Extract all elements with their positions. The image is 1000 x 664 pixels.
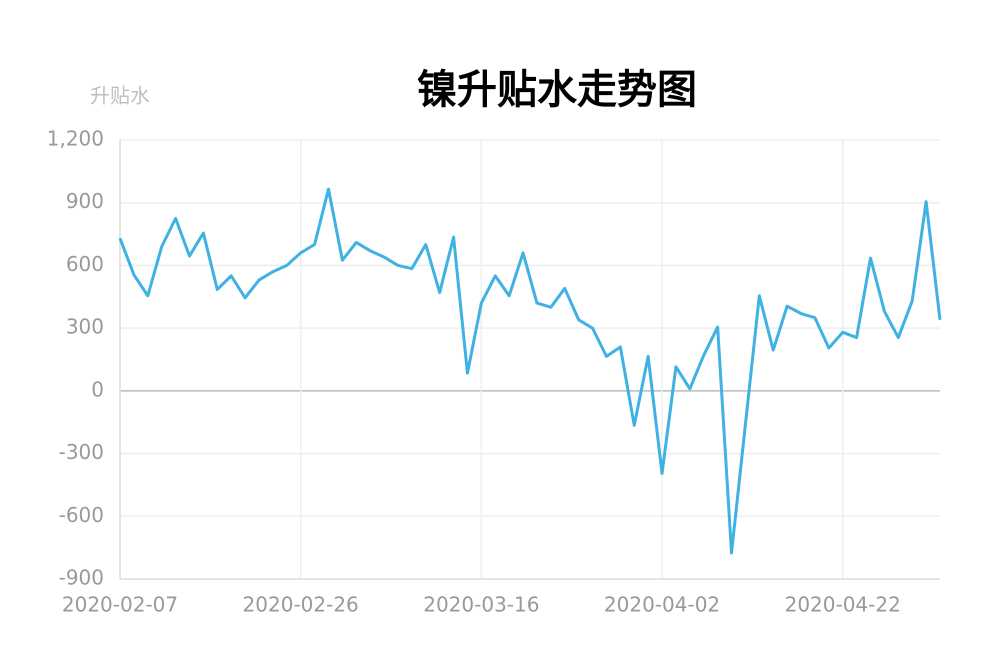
y-tick-label: 0 [91, 377, 104, 401]
y-tick-label: -300 [59, 440, 104, 464]
y-tick-label: 900 [66, 189, 104, 213]
chart-title: 镍升贴水走势图 [417, 67, 697, 113]
y-axis-label: 升贴水 [90, 84, 150, 108]
x-tick-label: 2020-04-22 [785, 593, 901, 617]
x-tick-label: 2020-02-07 [62, 593, 178, 617]
x-tick-label: 2020-04-02 [604, 593, 720, 617]
y-tick-label: -900 [59, 566, 104, 590]
data-line [118, 187, 942, 555]
y-tick-label: 300 [66, 315, 104, 339]
y-tick-label: 600 [66, 252, 104, 276]
y-tick-label: 1,200 [47, 127, 104, 151]
x-tick-label: 2020-03-16 [423, 593, 539, 617]
x-tick-label: 2020-02-26 [243, 593, 359, 617]
y-tick-label: -600 [59, 503, 104, 527]
